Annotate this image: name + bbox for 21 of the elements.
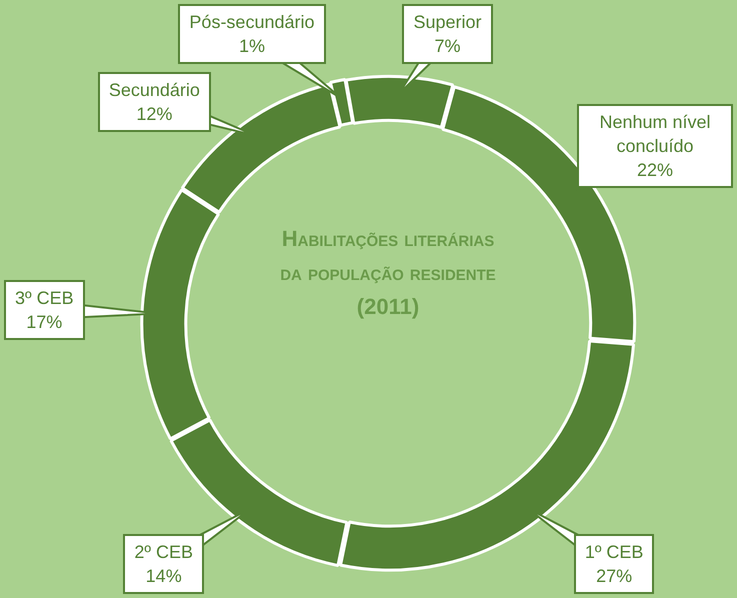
- slice-label: 1º CEB: [584, 541, 644, 564]
- data-label: 17%: [25, 311, 64, 334]
- callout-box: 2º CEB 14%: [123, 534, 204, 594]
- callout-box: Nenhum nível concluído 22%: [577, 104, 733, 188]
- data-label: 7%: [433, 35, 462, 58]
- callout-box: Pós-secundário 1%: [178, 4, 326, 64]
- slice-label: Superior: [413, 11, 482, 34]
- callout-box: Superior 7%: [402, 4, 493, 64]
- data-label: 12%: [135, 103, 174, 126]
- data-label: 14%: [144, 565, 183, 588]
- slice-label: Secundário: [108, 79, 200, 102]
- slice-label: 3º CEB: [15, 287, 74, 310]
- data-label: 27%: [595, 565, 634, 588]
- callout-box: Secundário 12%: [98, 72, 211, 132]
- callout-box: 1º CEB 27%: [574, 534, 654, 594]
- data-label: 22%: [636, 159, 674, 182]
- data-label: 1%: [238, 35, 266, 58]
- slice-label: Pós-secundário: [189, 11, 314, 34]
- slice-label: 2º CEB: [134, 541, 193, 564]
- slice-label: Nenhum nível concluído: [598, 111, 712, 158]
- text: Habilitações literárias da população residente (2011): [279, 225, 497, 321]
